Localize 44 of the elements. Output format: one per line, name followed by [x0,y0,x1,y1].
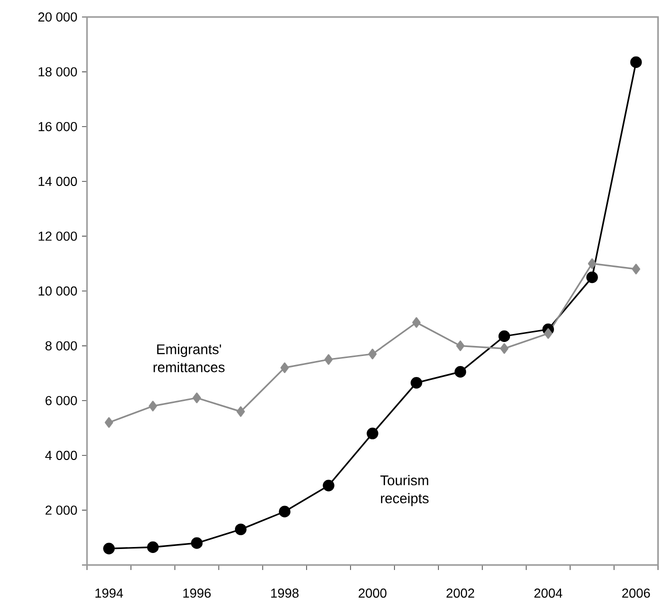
x-tick-label: 2000 [358,588,386,598]
text: Emigrants' remittances [154,344,225,372]
y-tick-label: 18 000 [38,67,77,76]
point [456,340,465,352]
text: Tourism receipts [380,475,429,506]
point [148,400,158,412]
point [368,348,377,360]
point [498,330,510,342]
point [104,417,114,428]
point [191,537,203,549]
point [103,542,115,554]
point [544,328,552,339]
point [588,258,596,269]
y-tick-label: 10 000 [38,286,77,296]
point [324,354,333,365]
y-tick-label: 6 000 [46,396,77,406]
point [147,541,159,553]
point [410,376,422,389]
point [280,362,289,374]
point [586,271,598,284]
y-tick-label: 16 000 [38,122,77,132]
point [632,264,640,274]
point [454,366,466,378]
y-tick-label: 12 000 [38,232,77,241]
y-tick-label: 14 000 [38,176,77,186]
x-tick-label: 1998 [271,588,299,598]
x-tick-label: 2004 [534,588,562,598]
point [192,392,201,404]
x-tick-label: 2006 [622,588,650,598]
point [412,317,421,328]
y-tick-label: 20 000 [38,12,77,22]
point [236,406,245,417]
y-tick-label: 8 000 [46,341,77,350]
point [278,506,290,518]
point [630,56,642,68]
point [322,480,334,492]
point [500,343,508,354]
y-tick-label: 2 000 [46,506,77,515]
point [366,428,378,440]
point [234,524,247,536]
y-tick-label: 4 000 [45,450,77,460]
x-tick-label: 2002 [446,588,474,598]
x-tick-label: 1996 [183,588,211,598]
x-tick-label: 1994 [95,588,124,598]
